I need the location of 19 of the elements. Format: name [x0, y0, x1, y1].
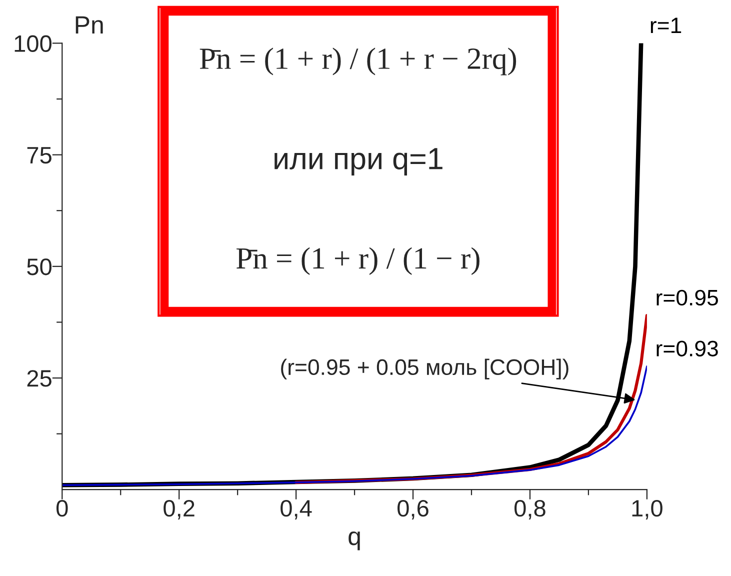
x-axis-title: q	[348, 532, 360, 550]
x-tick-label: 0,4	[280, 500, 312, 520]
annotation: P̄n = (1 + r) / (1 − r)	[236, 247, 480, 275]
series-label: r=0.93	[656, 340, 718, 356]
x-tick-label: 0	[56, 500, 68, 517]
y-tick-label: 25	[27, 370, 52, 387]
x-tick-label: 0,6	[398, 500, 428, 520]
y-axis-title: Pn	[76, 16, 103, 34]
x-tick-label: 0,2	[164, 500, 194, 520]
series-label: r=1	[650, 18, 682, 34]
annotation: или при q=1	[274, 148, 442, 176]
y-tick-label: 75	[27, 147, 52, 164]
x-tick-label: 0,8	[514, 500, 546, 520]
x-tick-label: 1,0	[632, 500, 662, 520]
annotation: P̄n = (1 + r) / (1 + r − 2rq)	[200, 48, 516, 76]
y-tick-label: 100	[14, 35, 52, 52]
annotation: (r=0.95 + 0.05 моль [COOH])	[281, 358, 568, 380]
y-tick-label: 50	[27, 258, 52, 276]
series-label: r=0.95	[656, 290, 718, 306]
